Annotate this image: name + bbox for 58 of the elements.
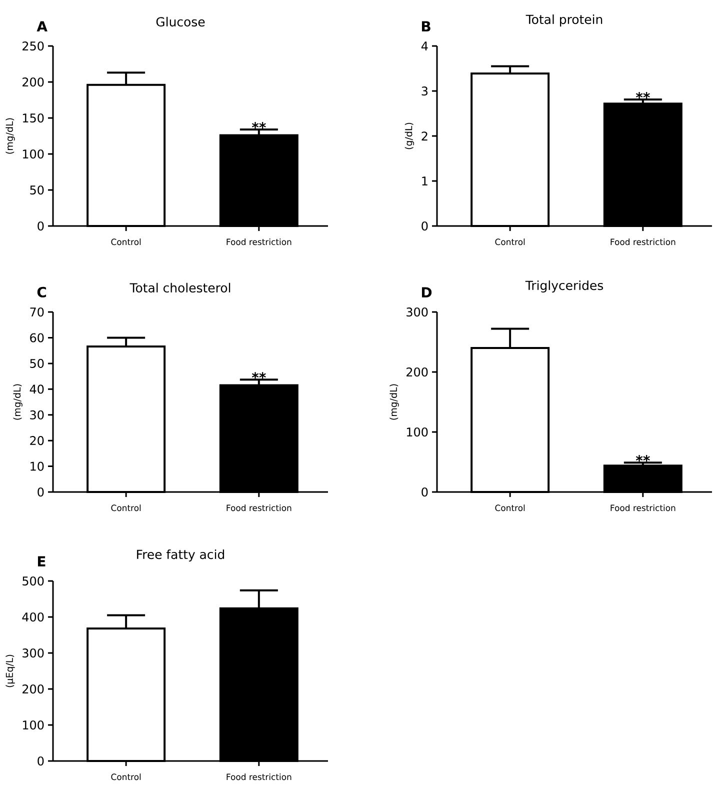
y-tick-label: 0 bbox=[38, 487, 44, 497]
annotation: ** bbox=[252, 122, 266, 128]
y-tick-label: 40 bbox=[30, 384, 44, 394]
text: E bbox=[38, 556, 46, 566]
chart-title: Free fatty acid bbox=[137, 549, 224, 562]
y-tick-label: 400 bbox=[22, 612, 44, 622]
chart-title: Glucose bbox=[156, 16, 205, 27]
y-tick-label: 0 bbox=[38, 221, 44, 231]
y-tick-label: 200 bbox=[406, 367, 428, 377]
y-tick-label: 0 bbox=[422, 487, 428, 497]
y-tick-label: 100 bbox=[406, 427, 428, 437]
text: C bbox=[37, 286, 46, 298]
y-axis-title: (mg/dL) bbox=[6, 118, 15, 154]
text: A bbox=[36, 21, 48, 32]
y-axis-title: (mg/dL) bbox=[13, 384, 22, 420]
y-tick-label: 60 bbox=[30, 333, 44, 342]
y-tick-label: 0 bbox=[422, 221, 428, 231]
text: D bbox=[422, 287, 432, 298]
y-axis-title: (g/dL) bbox=[404, 122, 414, 150]
x-tick-label: Control bbox=[111, 238, 141, 246]
x-tick-label: Food restriction bbox=[226, 504, 292, 512]
x-tick-label: Food restriction bbox=[226, 238, 292, 246]
y-tick-label: 500 bbox=[22, 576, 44, 586]
y-tick-label: 50 bbox=[30, 358, 44, 368]
y-tick-label: 100 bbox=[22, 149, 44, 159]
x-tick-label: Control bbox=[495, 504, 525, 512]
y-tick-label: 1 bbox=[422, 176, 428, 186]
chart-title: Triglycerides bbox=[525, 280, 604, 293]
annotation: ** bbox=[252, 372, 266, 379]
chart-title: Total cholesterol bbox=[130, 282, 230, 293]
y-tick-label: 2 bbox=[422, 132, 428, 140]
y-tick-label: 4 bbox=[421, 42, 428, 50]
y-tick-label: 300 bbox=[406, 307, 428, 317]
y-tick-label: 200 bbox=[22, 684, 44, 694]
y-tick-label: 250 bbox=[22, 41, 44, 51]
annotation: ** bbox=[636, 455, 650, 462]
y-tick-label: 300 bbox=[22, 648, 44, 658]
y-tick-label: 3 bbox=[422, 86, 428, 96]
text: B bbox=[422, 21, 430, 32]
x-tick-label: Control bbox=[495, 238, 525, 246]
y-axis-title: (mg/dL) bbox=[390, 384, 399, 420]
annotation: ** bbox=[636, 92, 650, 98]
y-tick-label: 50 bbox=[30, 185, 44, 195]
y-tick-label: 20 bbox=[30, 436, 44, 446]
x-tick-label: Food restriction bbox=[610, 504, 676, 512]
y-tick-label: 100 bbox=[22, 720, 44, 730]
y-tick-label: 30 bbox=[30, 410, 44, 420]
y-tick-label: 200 bbox=[22, 77, 44, 87]
y-tick-label: 0 bbox=[38, 756, 44, 766]
chart-title: Total protein bbox=[526, 14, 602, 27]
x-tick-label: Control bbox=[111, 504, 141, 512]
x-tick-label: Food restriction bbox=[226, 774, 292, 780]
x-tick-label: Control bbox=[111, 774, 141, 780]
y-tick-label: 70 bbox=[30, 307, 44, 317]
y-tick-label: 150 bbox=[22, 113, 44, 123]
y-tick-label: 10 bbox=[30, 462, 44, 471]
x-tick-label: Food restriction bbox=[610, 238, 676, 246]
y-axis-title: (μEq/L) bbox=[6, 654, 15, 688]
